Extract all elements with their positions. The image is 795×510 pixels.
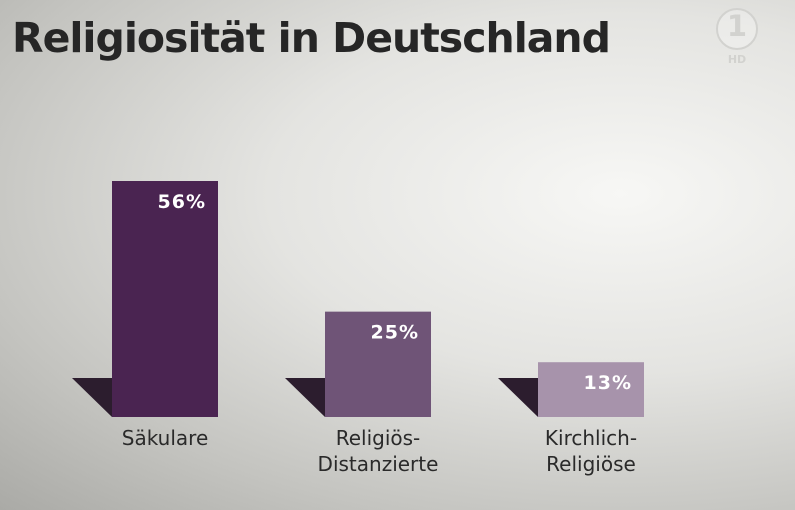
bar-value-label: 56% <box>158 191 206 213</box>
logo-digit: 1 <box>726 9 748 43</box>
category-label: Religiös-Distanzierte <box>318 426 439 476</box>
bar-value-label: 25% <box>371 322 419 344</box>
bar-shadow <box>498 378 538 417</box>
category-label: Kirchlich-Religiöse <box>545 426 637 476</box>
ard-logo: 1 HD <box>716 8 758 68</box>
page-title: Religiosität in Deutschland <box>12 14 611 62</box>
hd-badge: HD <box>727 53 747 66</box>
bar <box>325 311 431 417</box>
category-label: Säkulare <box>122 426 209 450</box>
bar-shadow <box>285 378 325 417</box>
bar <box>538 362 644 417</box>
ard-logo-icon <box>716 8 758 50</box>
bar-value-label: 13% <box>584 372 632 394</box>
bar <box>112 181 218 417</box>
bar-shadow <box>72 378 112 417</box>
